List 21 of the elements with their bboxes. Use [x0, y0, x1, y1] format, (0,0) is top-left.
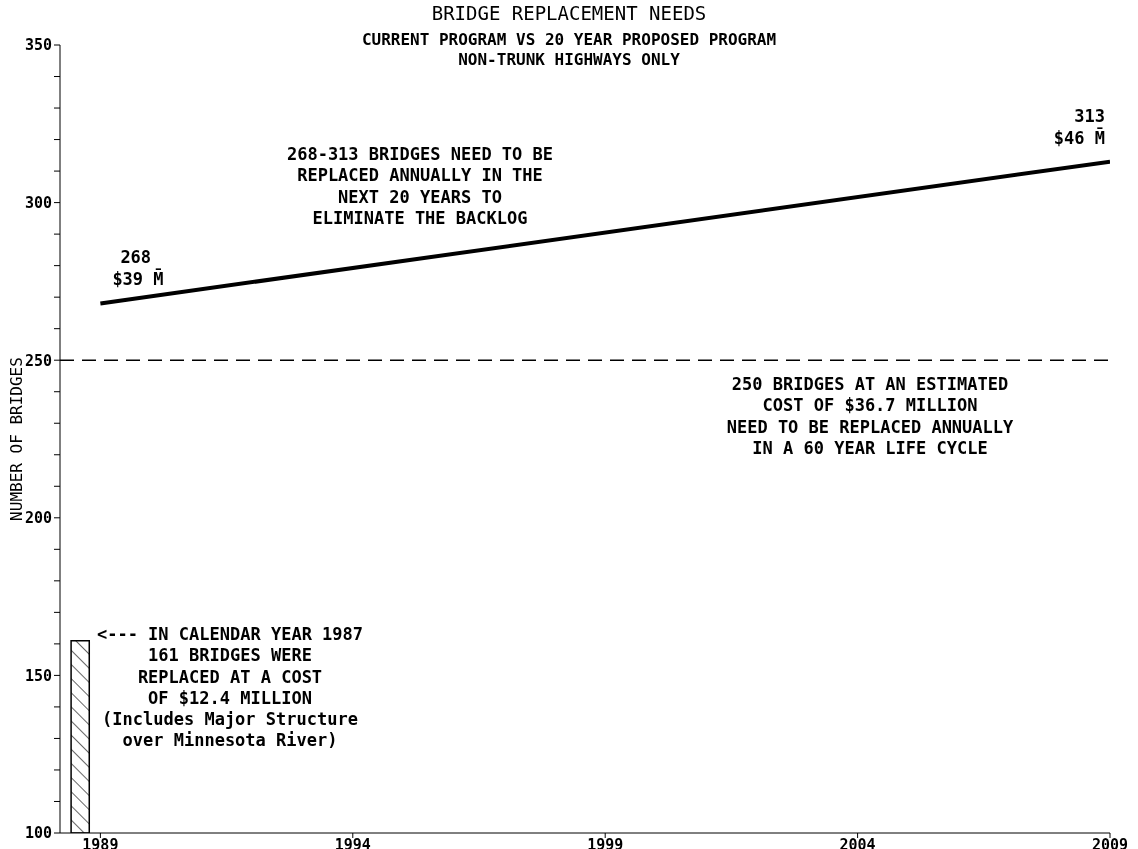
annotation: <--- IN CALENDAR YEAR 1987 161 BRIDGES WERE REPLACED AT A COST OF $12.4 MILLION (Includes Major Structure over Minnesota River) [96, 624, 364, 751]
y-tick-label: 250 [24, 351, 52, 370]
ref-line-label: 250 BRIDGES AT AN ESTIMATED COST OF $36.7 MILLION NEED TO BE REPLACED ANNUALLY IN A 60 YEAR LIFE CYCLE [726, 374, 1015, 458]
y-tick-label: 300 [24, 193, 52, 212]
chart-title: BRIDGE REPLACEMENT NEEDS [431, 2, 707, 24]
y-tick-label: 350 [24, 36, 52, 55]
x-tick-label: 2004 [839, 835, 876, 849]
y-tick-label: 200 [24, 509, 52, 528]
x-tick-label: 1989 [82, 835, 119, 849]
x-tick-label: 2009 [1091, 835, 1129, 849]
annotation: $39 M̄ [112, 268, 164, 290]
annotation: 268-313 BRIDGES NEED TO BE REPLACED ANNUALLY IN THE NEXT 20 YEARS TO ELIMINATE THE BACKLOG [286, 144, 554, 228]
y-tick-label: 150 [24, 666, 52, 685]
annotation: $46 M̄ [1053, 126, 1105, 148]
y-axis-title: NUMBER OF BRIDGES [7, 357, 26, 521]
x-tick-label: 1999 [587, 835, 624, 849]
chart-subtitle: CURRENT PROGRAM VS 20 YEAR PROPOSED PROGRAM NON-TRUNK HIGHWAYS ONLY [361, 30, 777, 69]
x-tick-label: 1994 [334, 835, 371, 849]
data-label: 313 [1074, 105, 1105, 126]
data-label: 268 [120, 247, 152, 268]
y-tick-label: 100 [24, 824, 52, 843]
